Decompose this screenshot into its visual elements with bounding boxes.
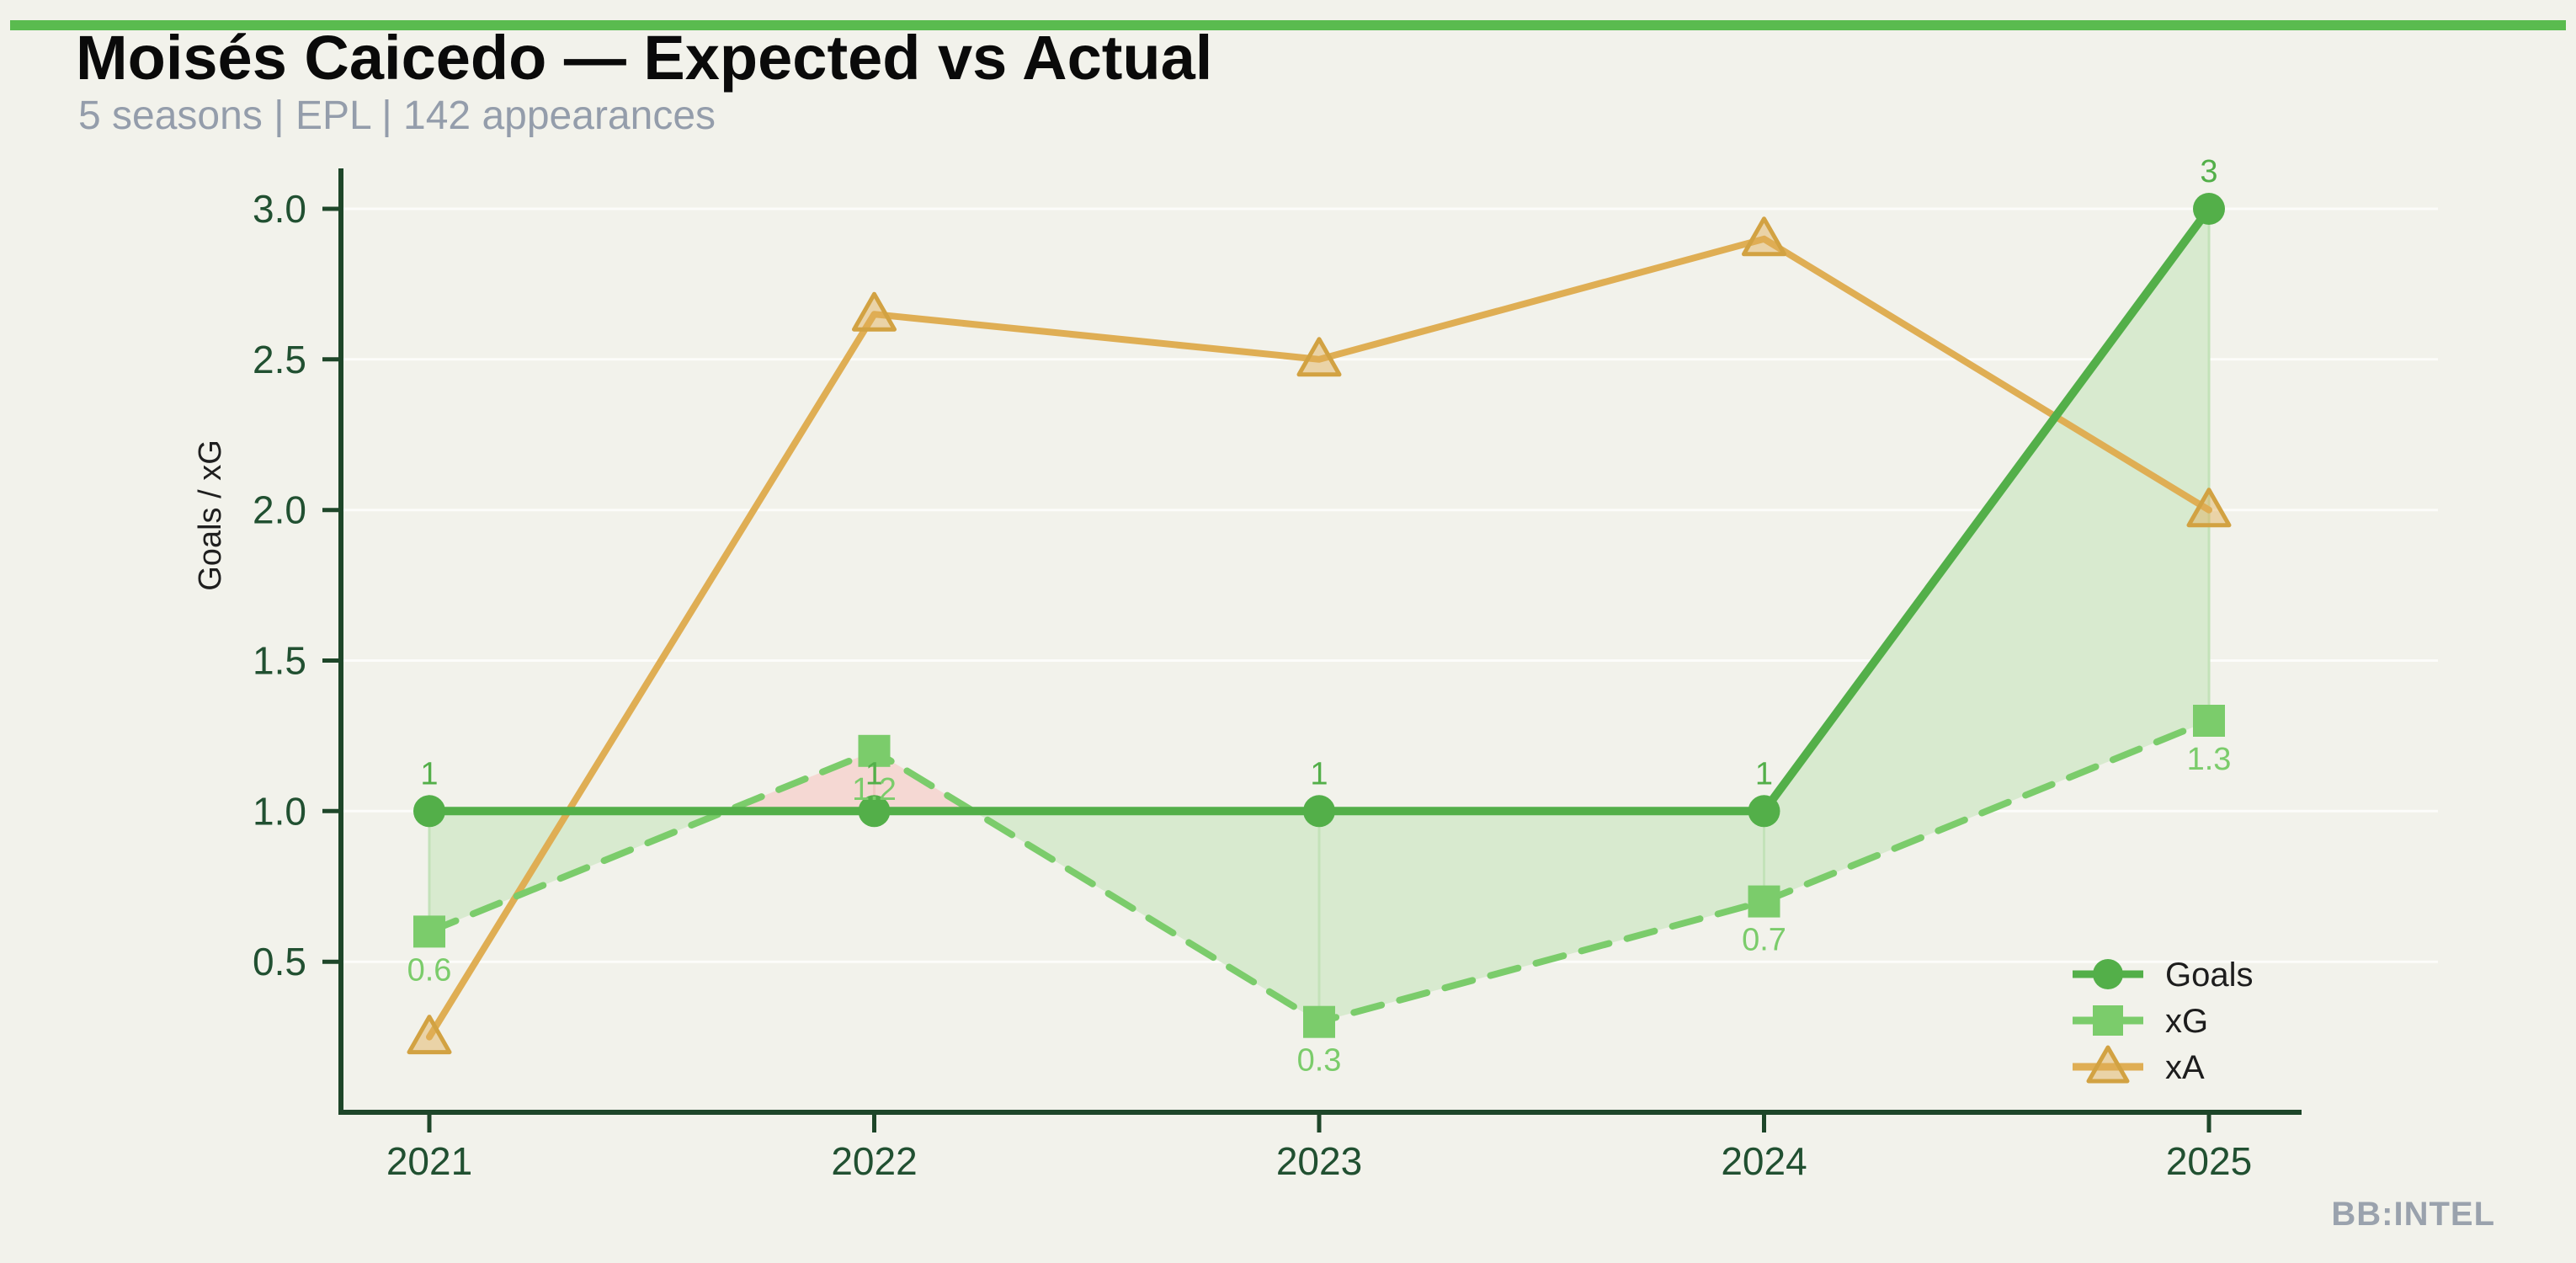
x-tick-label: 2021 bbox=[386, 1139, 472, 1183]
legend-label-goals: Goals bbox=[2165, 957, 2254, 994]
goals-marker bbox=[858, 795, 891, 828]
goals-data-label: 1 bbox=[1755, 756, 1773, 791]
xg-data-label: 0.6 bbox=[407, 952, 452, 988]
xg-data-label: 1.3 bbox=[2187, 742, 2232, 777]
y-axis-title: Goals / xG bbox=[193, 440, 228, 591]
fill-region bbox=[1764, 209, 2209, 902]
legend-marker-xg bbox=[2093, 1005, 2123, 1036]
y-tick-label: 3.0 bbox=[253, 187, 306, 231]
xg-data-label: 1.2 bbox=[852, 772, 897, 807]
xg-marker bbox=[2193, 705, 2225, 737]
y-tick-label: 2.5 bbox=[253, 338, 306, 381]
goals-data-label: 1 bbox=[1310, 756, 1328, 791]
fill-region bbox=[1319, 811, 1764, 1022]
chart-title: Moisés Caicedo — Expected vs Actual bbox=[76, 23, 1213, 93]
y-tick-label: 1.0 bbox=[253, 789, 306, 833]
legend-label-xa: xA bbox=[2165, 1049, 2205, 1086]
chart-subtitle: 5 seasons | EPL | 142 appearances bbox=[78, 93, 716, 138]
goals-data-label: 1 bbox=[420, 756, 438, 791]
xg-marker bbox=[413, 915, 445, 948]
xg-marker bbox=[1748, 885, 1780, 918]
xa-marker bbox=[2186, 488, 2232, 528]
xg-marker bbox=[858, 734, 891, 767]
fill-region bbox=[972, 811, 1319, 1022]
goals-marker bbox=[1748, 795, 1780, 828]
xa-marker bbox=[852, 291, 897, 332]
x-tick-label: 2024 bbox=[1721, 1139, 1807, 1183]
goals-marker bbox=[1303, 795, 1335, 828]
xg-data-label: 0.7 bbox=[1742, 923, 1786, 958]
x-tick-label: 2025 bbox=[2166, 1139, 2252, 1183]
goals-marker bbox=[413, 795, 445, 828]
watermark: BB:INTEL bbox=[2331, 1196, 2495, 1233]
goals-marker bbox=[2193, 193, 2225, 225]
xg-data-label: 0.3 bbox=[1297, 1043, 1342, 1079]
accent-bar bbox=[10, 20, 2566, 30]
y-tick-label: 0.5 bbox=[253, 940, 306, 983]
x-tick-label: 2023 bbox=[1276, 1139, 1362, 1183]
legend-marker-xa bbox=[2086, 1045, 2130, 1084]
legend-marker-goals bbox=[2093, 959, 2123, 989]
xg-marker bbox=[1303, 1005, 1335, 1038]
xa-marker bbox=[1742, 216, 1786, 257]
xa-line bbox=[426, 235, 2212, 1041]
goals-data-label: 1 bbox=[865, 756, 883, 791]
xa-marker bbox=[1296, 337, 1342, 377]
y-tick-label: 2.0 bbox=[253, 488, 306, 532]
y-tick-label: 1.5 bbox=[253, 639, 306, 683]
x-tick-label: 2022 bbox=[831, 1139, 917, 1183]
goals-data-label: 3 bbox=[2200, 154, 2217, 189]
xa-marker bbox=[407, 1015, 452, 1055]
legend-label-xg: xG bbox=[2165, 1003, 2208, 1040]
